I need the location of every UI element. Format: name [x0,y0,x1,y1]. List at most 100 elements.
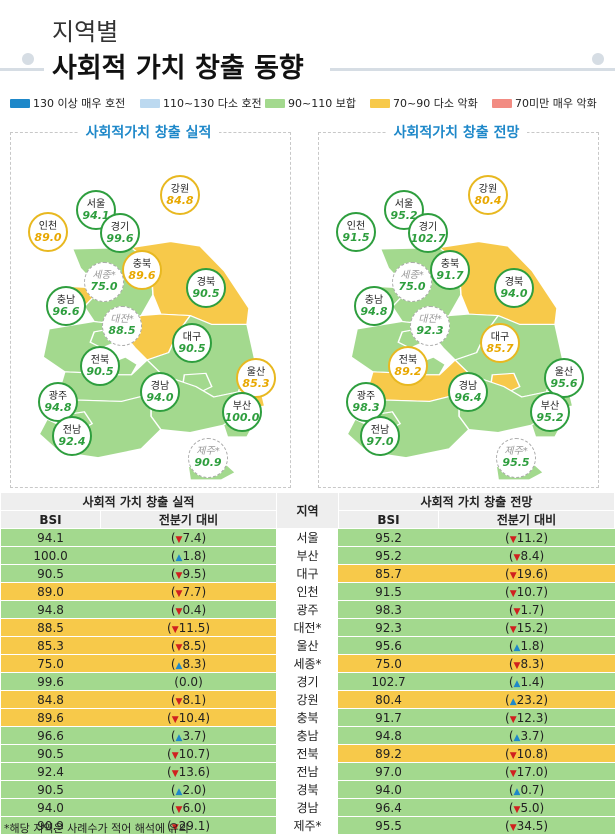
region-label-인천: 인천 89.0 [28,212,68,252]
down-arrow-icon: ▼ [175,588,183,599]
region-label-충남: 충남 94.8 [354,286,394,326]
change-value: 29.1) [178,818,211,833]
region-cell: 경남 [276,798,339,817]
legend-item-very-worsened: 70미만 매우 악화 [492,95,597,111]
region-value: 94.0 [500,287,528,300]
up-arrow-icon: ▲ [175,552,183,563]
table-row: 94.0 (▼6.0) 경남 96.4 (▼5.0) [0,798,615,817]
region-cell: 경북 [276,780,339,799]
region-name: 울산 [554,367,574,378]
region-cell: 서울 [276,528,339,547]
change-value: 19.6) [516,566,549,581]
legend: 130 이상 매우 호전 110~130 다소 호전 90~110 보합 70~… [10,95,610,111]
down-arrow-icon: ▼ [509,822,517,833]
change-cell: (▼11.2) [438,528,615,547]
region-name: 부산 [540,401,560,412]
change-value: 10.4) [178,710,211,725]
down-arrow-icon: ▼ [175,534,183,545]
region-label-제주: 제주* 90.9 [188,438,228,478]
region-label-경기: 경기 99.6 [100,213,140,253]
region-label-경북: 경북 90.5 [186,268,226,308]
region-name: 충남 [56,295,76,306]
region-name: 전남 [62,425,82,436]
region-value: 91.7 [436,269,464,282]
region-value: 89.0 [34,231,62,244]
change-value: 34.5) [516,818,549,833]
region-value: 92.4 [58,435,86,448]
region-label-강원: 강원 84.8 [160,175,200,215]
table-body: 94.1 (▼7.4) 서울 95.2 (▼11.2) 100.0 (▲1.8) 부산 95.2… [0,528,615,835]
change-value: 8.3) [182,656,207,671]
change-value: 15.2) [516,620,549,635]
region-value: 97.0 [366,435,394,448]
down-arrow-icon: ▼ [175,570,183,581]
legend-item-improved: 110~130 다소 호전 [140,95,262,111]
bsi-table-wrap: 사회적 가치 창출 실적 지역 사회적 가치 창출 전망 BSI 전분기 대비 … [0,492,615,835]
region-value: 90.9 [194,456,222,469]
change-value: 10.7) [516,584,549,599]
table-row: 94.1 (▼7.4) 서울 95.2 (▼11.2) [0,528,615,547]
region-name: 대전* [418,314,442,325]
region-name: 전북 [398,355,418,366]
legend-label: 70미만 매우 악화 [515,97,597,110]
region-cell: 전북 [276,744,339,763]
region-value: 102.7 [410,232,446,245]
region-value: 90.5 [178,342,206,355]
legend-swatch [265,98,285,108]
change-value: 12.3) [516,710,549,725]
region-name: 세종* [92,270,116,281]
region-label-대전: 대전* 88.5 [102,306,142,346]
forecast-bsi-cell: 80.4 [338,690,439,709]
region-name: 경기 [110,222,130,233]
region-label-경남: 경남 94.0 [140,372,180,412]
th-actual-bsi: BSI [0,510,102,529]
region-label-서울: 서울 95.2 [384,190,424,230]
region-value: 75.0 [398,280,426,293]
change-cell: (▲3.7) [100,726,277,745]
change-cell: (▼7.4) [100,528,277,547]
forecast-bsi-cell: 91.7 [338,708,439,727]
region-value: 88.5 [108,324,136,337]
region-label-강원: 강원 80.4 [468,175,508,215]
down-arrow-icon: ▼ [171,822,179,833]
legend-label: 110~130 다소 호전 [163,97,262,110]
region-value: 85.3 [242,377,270,390]
region-value: 89.6 [128,269,156,282]
table-row: 96.6 (▲3.7) 충남 94.8 (▲3.7) [0,726,615,745]
region-value: 94.1 [82,209,110,222]
forecast-bsi-cell: 95.2 [338,528,439,547]
change-cell: (▲1.8) [100,546,277,565]
change-value: 13.6) [178,764,211,779]
region-value: 99.6 [106,232,134,245]
region-label-충북: 충북 91.7 [430,250,470,290]
footnote: *해당 지역은 사례수가 적어 해석에 유의 [4,822,189,835]
region-name: 제주* [196,446,220,457]
forecast-bsi-cell: 95.5 [338,816,439,835]
table-row: 94.8 (▼0.4) 광주 98.3 (▼1.7) [0,600,615,619]
region-value: 95.2 [390,209,418,222]
forecast-bsi-cell: 75.0 [338,654,439,673]
forecast-bsi-cell: 97.0 [338,762,439,781]
down-arrow-icon: ▼ [175,696,183,707]
change-cell: (▼11.5) [100,618,277,637]
title-area: 지역별 사회적 가치 창출 동향 [0,0,615,90]
region-name: 제주* [504,446,528,457]
region-label-경기: 경기 102.7 [408,213,448,253]
up-arrow-icon: ▲ [513,786,521,797]
change-value: 0.7) [520,782,545,797]
change-cell: (▼10.4) [100,708,277,727]
legend-swatch [370,98,390,108]
change-cell: (▼9.5) [100,564,277,583]
region-value: 96.6 [52,305,80,318]
down-arrow-icon: ▼ [509,534,517,545]
forecast-bsi-cell: 102.7 [338,672,439,691]
legend-swatch [140,98,160,108]
legend-swatch [10,98,30,108]
change-cell: (▼10.8) [438,744,615,763]
change-cell: (▲8.3) [100,654,277,673]
legend-item-worsened: 70~90 다소 악화 [370,95,478,111]
change-value: 11.2) [516,530,549,545]
region-label-전북: 전북 90.5 [80,346,120,386]
region-value: 94.0 [146,391,174,404]
map-title-text: 사회적가치 창출 전망 [385,125,528,141]
